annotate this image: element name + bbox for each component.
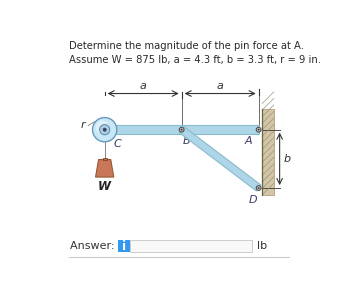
Text: A: A — [244, 136, 252, 146]
Circle shape — [256, 127, 261, 132]
Circle shape — [258, 187, 260, 189]
FancyBboxPatch shape — [130, 240, 252, 252]
Text: Assume W = 875 lb, a = 4.3 ft, b = 3.3 ft, r = 9 in.: Assume W = 875 lb, a = 4.3 ft, b = 3.3 f… — [69, 55, 321, 65]
Circle shape — [256, 186, 261, 190]
Text: lb: lb — [257, 241, 267, 251]
Text: Answer: A =: Answer: A = — [70, 241, 142, 251]
FancyBboxPatch shape — [262, 109, 274, 195]
Circle shape — [180, 127, 184, 132]
Polygon shape — [95, 160, 114, 177]
Text: b: b — [284, 154, 291, 164]
Text: a: a — [140, 81, 146, 91]
Circle shape — [103, 128, 106, 131]
Circle shape — [181, 129, 183, 131]
Text: a: a — [217, 81, 224, 91]
Text: W: W — [98, 180, 111, 193]
Text: B: B — [183, 136, 190, 146]
Polygon shape — [103, 158, 107, 160]
Text: r: r — [81, 120, 85, 130]
Circle shape — [258, 129, 260, 131]
Circle shape — [99, 125, 110, 135]
Text: Determine the magnitude of the pin force at A.: Determine the magnitude of the pin force… — [69, 42, 304, 52]
Text: C: C — [113, 138, 121, 148]
Circle shape — [95, 121, 109, 134]
Circle shape — [93, 118, 117, 142]
Polygon shape — [180, 127, 261, 191]
Text: i: i — [122, 240, 126, 253]
Text: D: D — [249, 195, 257, 205]
FancyBboxPatch shape — [118, 240, 130, 252]
FancyBboxPatch shape — [105, 125, 258, 134]
